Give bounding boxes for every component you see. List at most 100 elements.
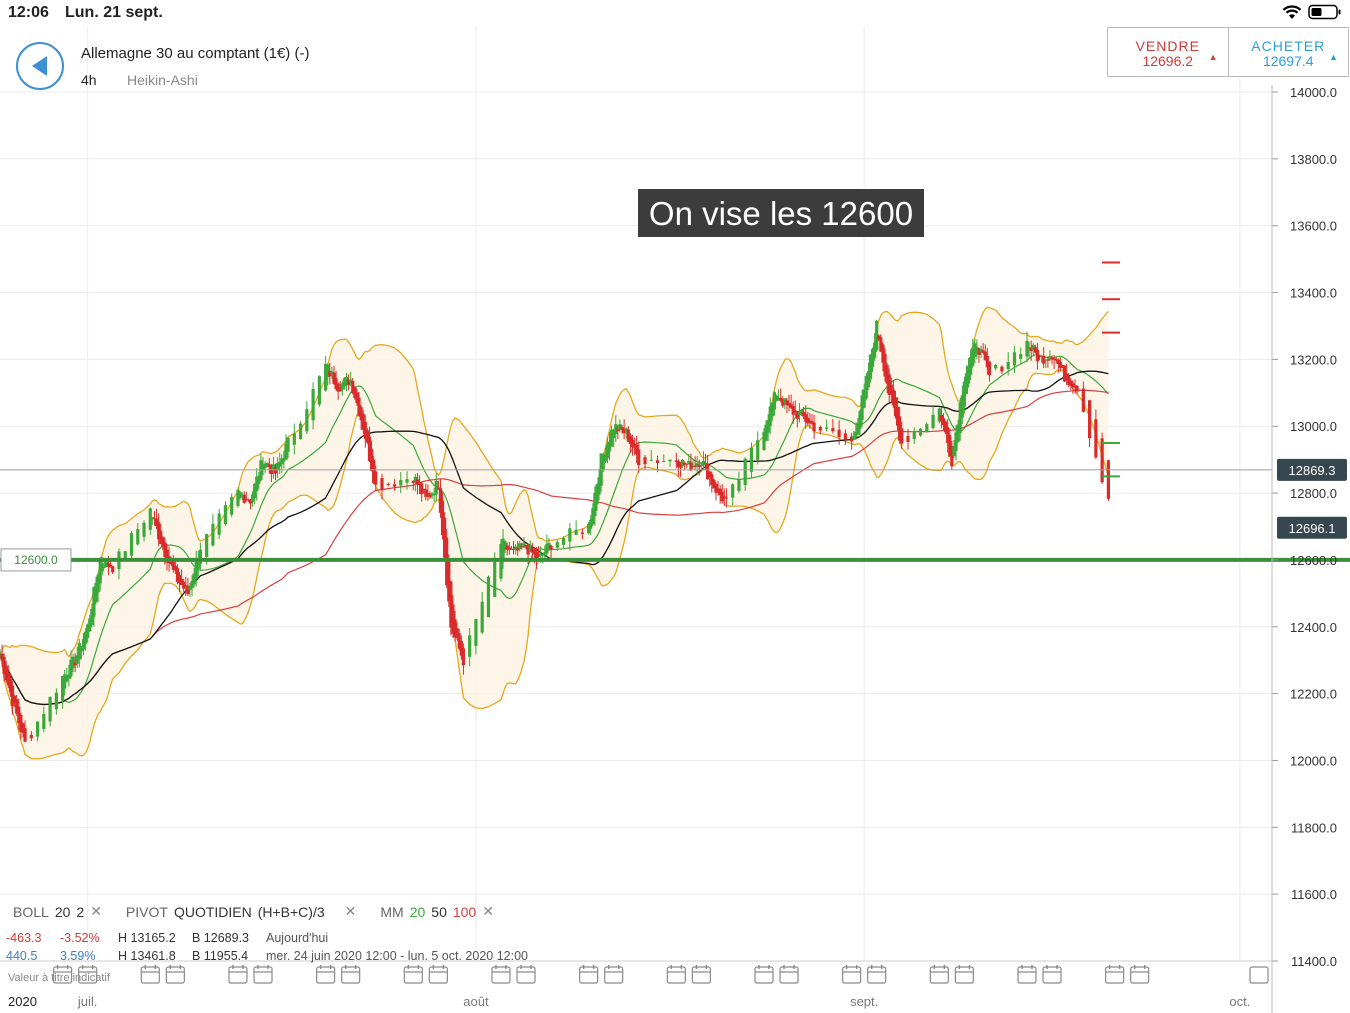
status-icons xyxy=(1282,4,1342,20)
calendar-event-icon[interactable] xyxy=(954,965,974,984)
calendar-event-icon[interactable] xyxy=(929,965,949,984)
calendar-event-icon[interactable] xyxy=(516,965,536,984)
candle-body xyxy=(42,713,46,730)
candle-body xyxy=(173,565,177,571)
calendar-event-icon[interactable] xyxy=(53,965,73,984)
calendar-event-icon[interactable] xyxy=(691,965,711,984)
candle-body xyxy=(954,432,958,452)
candle-body xyxy=(453,619,457,638)
calendar-event-icon[interactable] xyxy=(140,965,160,984)
candle-body xyxy=(163,542,167,558)
candle-body xyxy=(369,448,374,471)
calendar-event-icon[interactable] xyxy=(403,965,423,984)
buy-button[interactable]: ACHETER 12697.4 ▲ xyxy=(1229,28,1349,76)
candle-body xyxy=(635,444,639,455)
candle-body xyxy=(789,404,793,408)
time-axis: 2020 juil. août sept. oct. xyxy=(8,965,1269,1009)
mm-period-50: 50 xyxy=(431,903,447,920)
candle-body xyxy=(1044,359,1048,361)
candle-body xyxy=(73,662,77,666)
candle-body xyxy=(1006,361,1010,370)
candle-body xyxy=(1075,386,1079,392)
candle-body xyxy=(601,453,605,470)
remove-pivot-icon[interactable]: ✕ xyxy=(344,903,357,919)
candle-body xyxy=(420,483,424,495)
candle-body xyxy=(328,370,332,377)
candle-body xyxy=(539,553,543,557)
calendar-event-icon[interactable] xyxy=(165,965,185,984)
calendar-event-icon[interactable] xyxy=(842,965,862,984)
candle-body xyxy=(1100,438,1104,483)
calendar-event-icon[interactable] xyxy=(1017,965,1037,984)
candle-body xyxy=(338,387,342,392)
period-today: Aujourd'hui xyxy=(266,931,329,945)
calendar-event-icon[interactable] xyxy=(779,965,799,984)
candle-body xyxy=(762,431,766,451)
price-axis: 14000.0 13800.0 13600.0 13400.0 13200.0 13000… xyxy=(1271,85,1337,1013)
candle-body xyxy=(292,433,296,445)
calendar-event-icon[interactable] xyxy=(428,965,448,984)
price-tick-label: 13200.0 xyxy=(1290,352,1337,367)
calendar-event-icon[interactable] xyxy=(228,965,248,984)
calendar-event-icon[interactable] xyxy=(579,965,599,984)
candle-body xyxy=(104,559,109,568)
candle-body xyxy=(731,484,735,498)
candle-body xyxy=(438,488,443,513)
instrument-name[interactable]: Allemagne 30 au comptant (1€) (-) xyxy=(81,45,310,62)
candle-body xyxy=(718,488,722,495)
calendar-event-icon[interactable] xyxy=(1105,965,1125,984)
candle-body xyxy=(355,392,359,403)
candle-body xyxy=(505,545,509,550)
candle-body xyxy=(766,419,770,433)
candle-body xyxy=(367,436,372,462)
candle-body xyxy=(683,462,687,465)
calendar-event-icon[interactable] xyxy=(253,965,273,984)
remove-mm-icon[interactable]: ✕ xyxy=(482,903,494,919)
boll-name[interactable]: BOLL xyxy=(13,903,49,920)
timeframe-selector[interactable]: 4h xyxy=(81,72,97,88)
back-button[interactable] xyxy=(16,42,64,90)
candle-body xyxy=(568,528,572,542)
candle-body xyxy=(893,397,898,417)
candle-body xyxy=(136,529,140,545)
calendar-event-icon[interactable] xyxy=(341,965,361,984)
candle-body xyxy=(918,428,923,436)
candle-body xyxy=(941,418,946,426)
candle-body xyxy=(977,348,981,355)
candle-body xyxy=(106,563,111,567)
pivot-formula: (H+B+C)/3 xyxy=(257,903,325,920)
arrow-up-icon: ▲ xyxy=(1329,52,1338,62)
chart-type-selector[interactable]: Heikin-Ashi xyxy=(127,72,198,88)
candle-body xyxy=(428,494,432,498)
calendar-event-icon[interactable] xyxy=(666,965,686,984)
calendar-event-icon xyxy=(1249,966,1269,984)
candle-body xyxy=(687,460,691,465)
calendar-event-icon[interactable] xyxy=(1130,965,1150,984)
candle-body xyxy=(1012,352,1017,366)
calendar-event-icon[interactable] xyxy=(604,965,624,984)
candle-body xyxy=(804,414,808,422)
status-bar: 12:06 Lun. 21 sept. xyxy=(0,0,1350,26)
candle-body xyxy=(534,551,539,560)
mm-name[interactable]: MM xyxy=(380,903,404,920)
calendar-event-icon[interactable] xyxy=(491,965,511,984)
candle-body xyxy=(346,379,351,386)
candle-body xyxy=(334,378,338,389)
candle-body xyxy=(511,548,516,550)
calendar-event-icon[interactable] xyxy=(316,965,336,984)
candle-body xyxy=(802,411,806,417)
pivot-name[interactable]: PIVOT xyxy=(125,903,168,920)
candle-body xyxy=(781,399,785,406)
calendar-event-icon[interactable] xyxy=(754,965,774,984)
calendar-event-icon[interactable] xyxy=(867,965,887,984)
candle-body xyxy=(825,427,829,429)
calendar-event-icon[interactable] xyxy=(78,965,98,984)
pivot-type: QUOTIDIEN xyxy=(173,903,252,920)
remove-boll-icon[interactable]: ✕ xyxy=(90,903,102,919)
candle-body xyxy=(518,543,522,550)
sell-button[interactable]: VENDRE 12696.2 ▲ xyxy=(1108,28,1229,76)
candle-body xyxy=(881,344,885,363)
calendar-event-icon[interactable] xyxy=(1042,965,1062,984)
candle-body xyxy=(63,674,67,689)
